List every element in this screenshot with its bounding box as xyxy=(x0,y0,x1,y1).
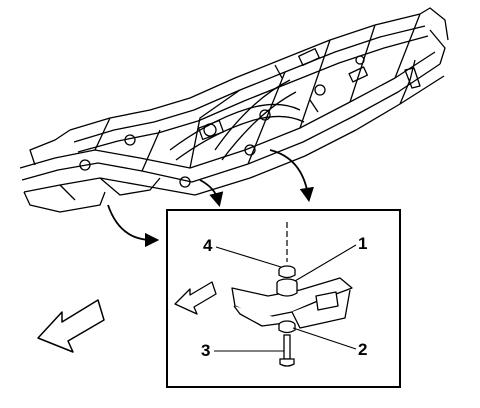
front-direction-arrow xyxy=(37,299,105,353)
hollow-arrow-icon xyxy=(37,299,105,353)
pointer-arrows xyxy=(107,149,314,248)
callout-2: 2 xyxy=(358,340,368,359)
leader-lines xyxy=(214,244,357,352)
callout-3: 3 xyxy=(201,341,211,360)
detail-box xyxy=(166,209,401,388)
hollow-arrow-icon xyxy=(174,281,217,315)
pointer-arrow-right xyxy=(269,149,314,203)
mount-bracket xyxy=(231,277,353,329)
callout-4: 4 xyxy=(203,236,213,255)
pointer-arrow-left xyxy=(107,204,160,248)
vehicle-frame xyxy=(19,7,449,213)
pointer-arrow-middle xyxy=(199,179,224,207)
callout-1: 1 xyxy=(358,234,368,253)
mount-bolt xyxy=(279,334,295,367)
